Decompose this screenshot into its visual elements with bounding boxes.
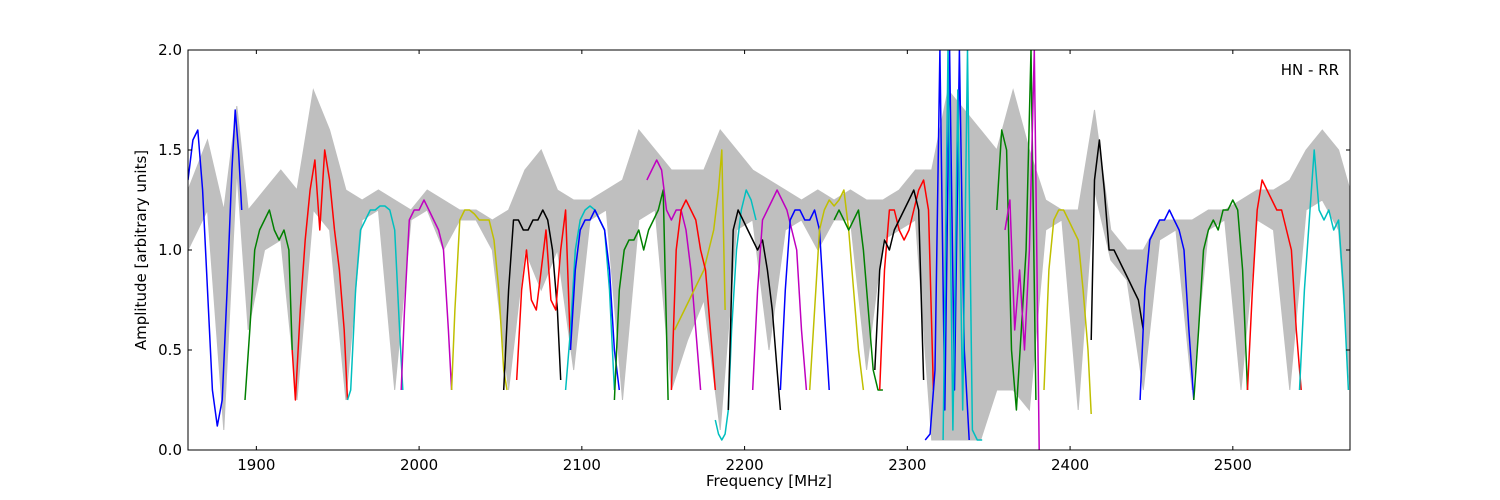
x-tick-label: 2400 <box>1051 456 1089 474</box>
y-axis: 0.0 0.5 1.0 1.5 2.0 <box>158 41 1350 459</box>
series-line-2 <box>244 209 293 401</box>
series-line-1 <box>188 109 243 427</box>
series-line-13 <box>673 149 726 331</box>
series-line-20 <box>833 209 883 391</box>
series-line-26 <box>1004 50 1040 450</box>
series-group <box>188 50 1350 450</box>
series-line-28 <box>1090 139 1145 341</box>
series-line-24 <box>942 50 983 441</box>
x-tick-label: 2300 <box>888 456 926 474</box>
background-envelope <box>188 88 1350 441</box>
series-line-6 <box>450 209 508 391</box>
series-line-19 <box>808 189 865 391</box>
series-line-32 <box>1298 149 1350 391</box>
y-axis-label: Amplitude [arbitrary units] <box>132 150 150 350</box>
y-tick-label: 2.0 <box>158 41 182 59</box>
series-line-10 <box>569 209 621 391</box>
series-line-25 <box>996 50 1037 411</box>
x-tick-label: 2500 <box>1214 456 1252 474</box>
x-tick-label: 2200 <box>725 456 763 474</box>
series-line-23 <box>924 50 970 441</box>
x-axis: 1900 2000 2100 2200 2300 2400 2500 <box>237 50 1252 474</box>
x-axis-label: Frequency [MHz] <box>706 472 832 490</box>
y-tick-label: 0.0 <box>158 441 182 459</box>
series-line-14 <box>670 199 717 391</box>
series-line-15 <box>714 189 757 441</box>
y-tick-label: 1.0 <box>158 241 182 259</box>
series-line-4 <box>346 205 404 401</box>
panel-annotation: HN - RR <box>1281 61 1339 79</box>
series-line-12 <box>646 159 702 391</box>
y-tick-label: 0.5 <box>158 341 182 359</box>
series-line-21 <box>878 179 935 391</box>
series-line-8 <box>515 209 572 381</box>
series-line-22 <box>874 189 925 381</box>
series-line-18 <box>779 209 830 391</box>
series-line-11 <box>613 189 669 401</box>
y-tick-label: 1.5 <box>158 141 182 159</box>
series-line-7 <box>502 209 562 391</box>
series-line-30 <box>1193 199 1249 401</box>
series-line-31 <box>1246 179 1302 391</box>
series-line-17 <box>751 189 808 391</box>
x-tick-label: 2100 <box>563 456 601 474</box>
envelope-band <box>188 88 1350 441</box>
series-line-3 <box>291 149 349 401</box>
series-line-27 <box>1043 209 1092 415</box>
series-line-29 <box>1139 209 1195 401</box>
series-line-9 <box>564 205 616 391</box>
series-line-5 <box>400 199 453 391</box>
series-line-16 <box>727 209 782 411</box>
x-tick-label: 1900 <box>237 456 275 474</box>
x-tick-label: 2000 <box>400 456 438 474</box>
